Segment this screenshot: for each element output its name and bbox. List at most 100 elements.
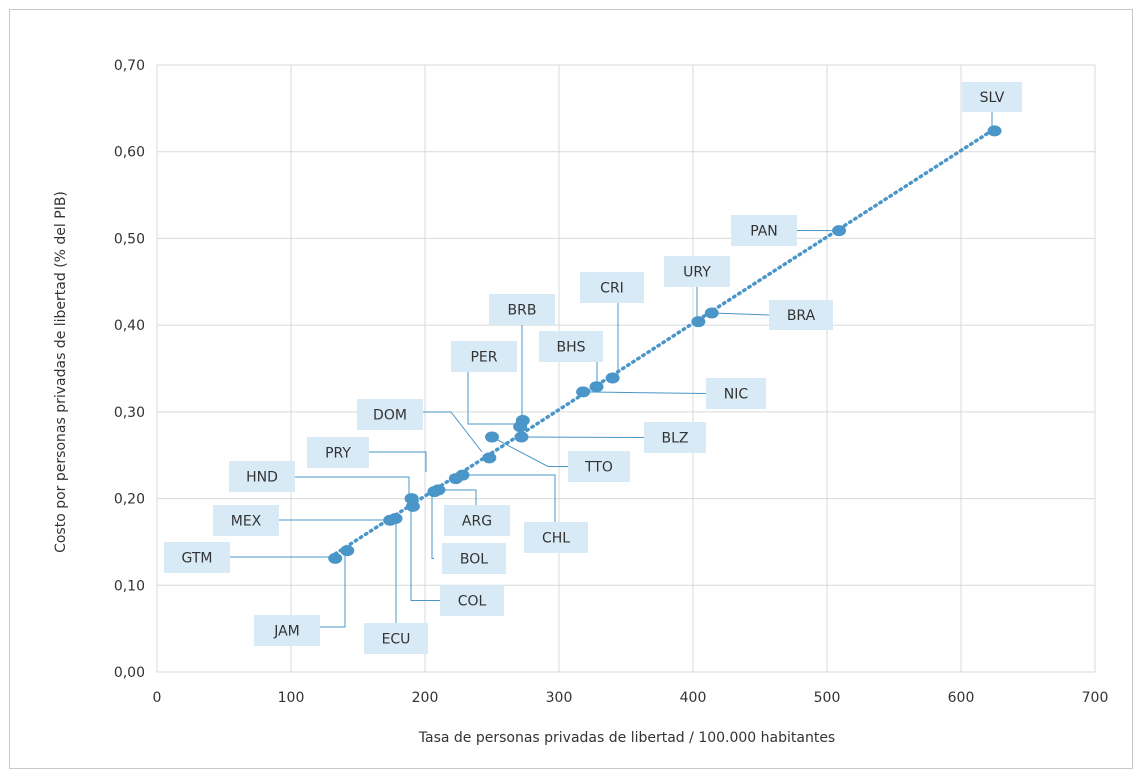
point-label-box [451,341,517,372]
leader-line [450,474,556,522]
x-tick-label: 400 [680,690,707,706]
y-axis-title: Costo por personas privadas de libertad … [53,191,69,553]
leader-line [320,551,346,628]
y-tick-label: 0,20 [114,492,145,508]
point-label-box [489,294,555,325]
leader-lines [230,112,993,628]
data-point [576,386,591,398]
data-point [340,545,355,557]
point-label-box [307,437,369,468]
data-points [328,125,1002,564]
x-tick-label: 700 [1082,690,1109,706]
point-label: BLZ [662,431,689,447]
point-label: HND [246,470,278,486]
data-point [328,552,343,564]
point-label: SLV [980,90,1005,106]
y-tick-label: 0,00 [114,665,145,681]
point-label: JAM [273,624,300,640]
data-point [427,486,442,498]
point-label-box [213,505,279,536]
data-point [485,431,499,443]
leader-line [711,312,770,316]
point-label: DOM [373,408,407,424]
x-axis-title: Tasa de personas privadas de libertad / … [418,730,835,746]
data-point [704,307,719,319]
leader-line [423,411,483,453]
leader-line [583,391,707,394]
point-label: URY [683,265,711,281]
point-label: CHL [542,531,570,547]
point-label: BOL [460,552,488,568]
point-label: BRA [787,308,816,324]
x-tick-label: 500 [814,690,841,706]
data-point [513,421,528,433]
data-point [691,316,706,328]
data-point [514,431,529,443]
x-tick-label: 200 [412,690,439,706]
y-tick-label: 0,30 [114,405,145,421]
point-label-box [442,543,506,574]
leader-line [438,489,477,505]
leader-line [295,476,410,496]
data-point [589,381,604,393]
point-label-box [731,215,797,246]
point-label: PER [470,350,497,366]
point-label-box [364,623,428,654]
leader-line [431,492,434,559]
point-label-box [539,331,603,362]
point-label-box [229,461,295,492]
point-labels: SLV PAN BRA URY CRI BHS NIC BRB PER BLZ TTO DOM CHL P… [164,82,1022,654]
point-label-box [580,272,644,303]
point-label: NIC [724,387,749,403]
point-label-box [444,505,510,536]
axes: 0 100 200 300 400 500 600 700 0,00 0,10 0,20 0,30 0,… [114,58,1109,706]
leader-line [491,436,568,467]
leader-line [467,372,521,425]
point-label-box [644,422,706,453]
leader-line [369,451,427,472]
y-tick-label: 0,50 [114,231,145,247]
trendline-line [333,127,997,556]
data-point [987,125,1002,137]
leader-line [612,303,619,379]
point-label: MEX [231,514,262,530]
trendline [333,127,997,556]
data-point [405,500,420,512]
y-tick-label: 0,10 [114,578,145,594]
point-label: CRI [600,281,624,297]
point-label: PRY [325,446,351,462]
data-point [482,452,497,464]
point-label-box [664,256,730,287]
data-point [605,372,620,384]
chart-frame [9,9,1133,769]
point-label: PAN [750,224,778,240]
data-point [448,473,463,485]
point-label: COL [458,594,487,610]
point-label: ECU [382,632,411,648]
point-label-box [524,522,588,553]
point-label-box [568,451,630,482]
x-tick-label: 600 [948,690,975,706]
leader-line [410,505,440,601]
data-point [383,514,398,526]
y-tick-label: 0,70 [114,58,145,74]
point-label: TTO [584,460,613,476]
point-label-box [769,300,833,330]
point-label: BRB [508,303,537,319]
x-tick-label: 300 [546,690,573,706]
point-label: BHS [556,340,585,356]
x-tick-label: 100 [278,690,305,706]
y-tick-label: 0,40 [114,318,145,334]
point-label-box [962,82,1022,112]
point-label-box [254,615,320,646]
y-tick-label: 0,60 [114,145,145,161]
grid [156,64,1096,673]
data-point [832,225,847,237]
point-label: GTM [182,551,213,567]
point-label: ARG [462,514,492,530]
point-label-box [164,542,230,573]
point-label-box [357,399,423,430]
x-tick-label: 0 [153,690,162,706]
point-label-box [440,585,504,616]
